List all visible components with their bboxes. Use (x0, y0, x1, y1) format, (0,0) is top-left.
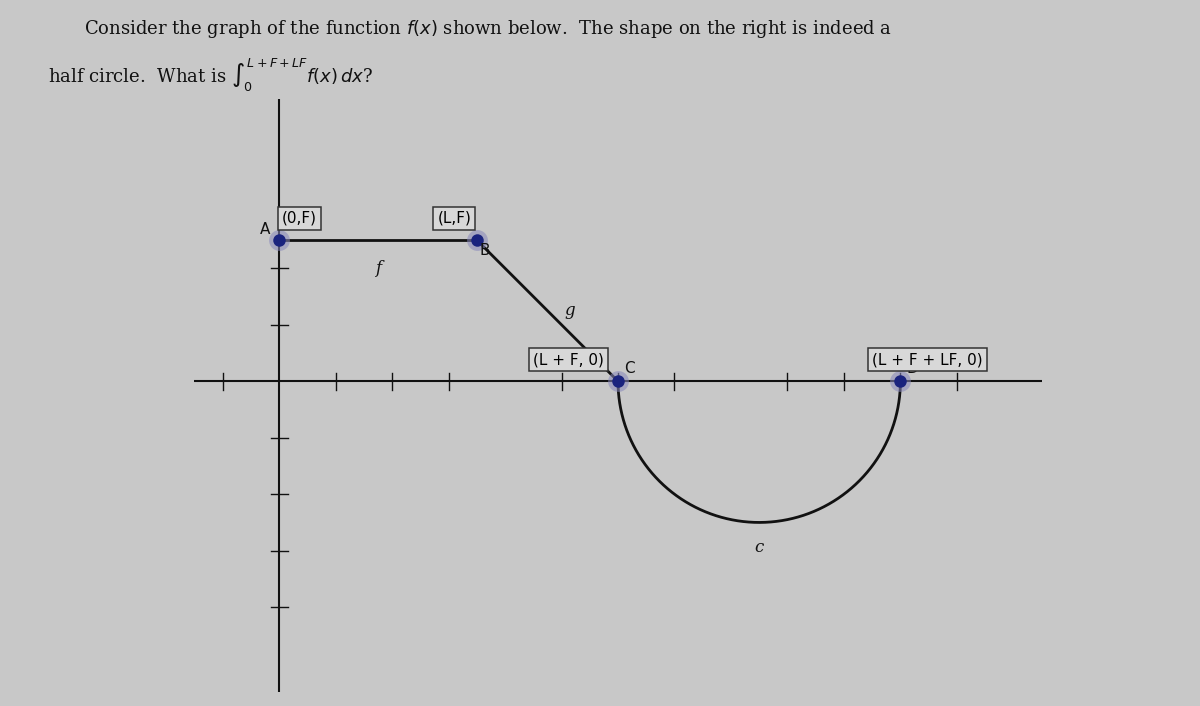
Text: Consider the graph of the function $f(x)$ shown below.  The shape on the right i: Consider the graph of the function $f(x)… (84, 18, 892, 40)
Text: c: c (755, 539, 764, 556)
Text: f: f (374, 260, 382, 277)
Text: (L,F): (L,F) (437, 211, 472, 226)
Text: A: A (260, 222, 271, 237)
Text: (L + F + LF, 0): (L + F + LF, 0) (872, 352, 983, 367)
Text: (L + F, 0): (L + F, 0) (533, 352, 604, 367)
Text: C: C (624, 361, 635, 376)
Text: g: g (564, 302, 575, 319)
Text: half circle.  What is $\int_0^{L+F+LF} f(x)\, dx$?: half circle. What is $\int_0^{L+F+LF} f(… (48, 56, 373, 94)
Text: (0,F): (0,F) (282, 211, 317, 226)
Text: B: B (480, 243, 490, 258)
Text: D: D (906, 361, 918, 376)
